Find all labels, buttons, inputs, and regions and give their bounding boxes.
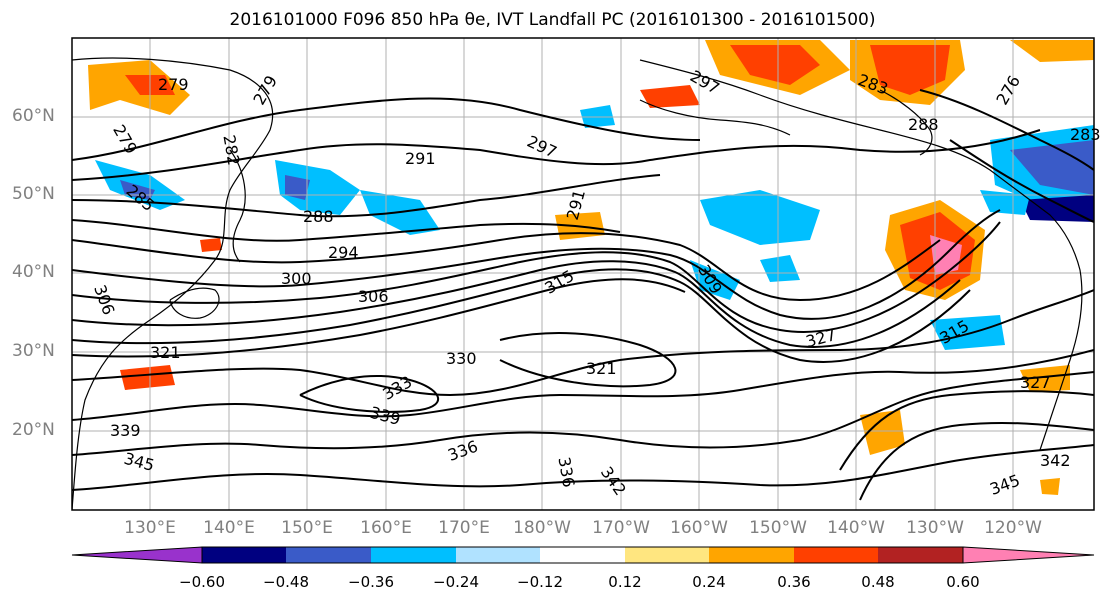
colorbar-tick-label: 0.60 [946,573,980,591]
lon-label: 160°W [670,518,728,538]
lon-label: 170°W [592,518,650,538]
colorbar-frame [201,546,964,564]
contour-label: 294 [328,243,359,262]
contour-label: 300 [281,269,312,288]
contour-label: 288 [303,207,334,226]
colorbar-tick-label: 0.48 [861,573,895,591]
colorbar-segment [878,547,963,563]
contour-label: 321 [586,359,617,378]
theta-e-contours [72,89,1094,501]
colorbar-tick-label: −0.24 [433,573,479,591]
colorbar [71,546,1095,564]
lat-label: 30°N [12,341,55,361]
contour-label: 279 [158,75,189,94]
lon-label: 130°W [906,518,964,538]
map-frame [71,37,1095,511]
colorbar-segment [202,547,286,563]
contour-label: 327 [1020,373,1051,392]
colorbar-tick-label: −0.60 [179,573,225,591]
colorbar-segment [371,547,456,563]
colorbar-tick-label: 0.12 [608,573,642,591]
contour-label: 342 [1040,451,1071,470]
lon-label: 170°E [438,518,490,538]
colorbar-segment [286,547,371,563]
contour-label: 330 [446,349,477,368]
lon-label: 140°E [203,518,255,538]
lon-label: 160°E [360,518,412,538]
lat-label: 40°N [12,262,55,282]
lat-label: 60°N [12,106,55,126]
lon-label: 140°W [827,518,885,538]
map-plot-area [72,38,1094,510]
lat-label: 20°N [12,420,55,440]
figure-title: 2016101000 F096 850 hPa θe, IVT Landfall… [229,10,876,30]
colorbar-segment [456,547,540,563]
lon-label: 180°W [513,518,571,538]
lon-label: 130°E [124,518,176,538]
colorbar-segment [540,547,625,563]
colorbar-tick-label: −0.12 [517,573,563,591]
contour-label: 339 [110,421,141,440]
colorbar-tick-label: 0.36 [777,573,811,591]
colorbar-tick-label: 0.24 [692,573,726,591]
colorbar-segment [625,547,709,563]
colorbar-tick-label: −0.36 [348,573,394,591]
colorbar-tick-label: −0.48 [263,573,309,591]
colorbar-max-extension [962,546,1095,564]
contour-label: 321 [150,343,181,362]
lon-label: 150°W [749,518,807,538]
contour-label: 283 [1070,125,1101,144]
contour-label: 306 [358,287,389,306]
contour-label: 288 [908,115,939,134]
coastlines [72,57,1083,510]
lon-label: 120°W [984,518,1042,538]
lon-label: 150°E [281,518,333,538]
lat-label: 50°N [12,184,55,204]
colorbar-segment [794,547,878,563]
colorbar-min-extension [71,546,203,564]
contour-label: 291 [405,149,436,168]
colorbar-segment [709,547,794,563]
